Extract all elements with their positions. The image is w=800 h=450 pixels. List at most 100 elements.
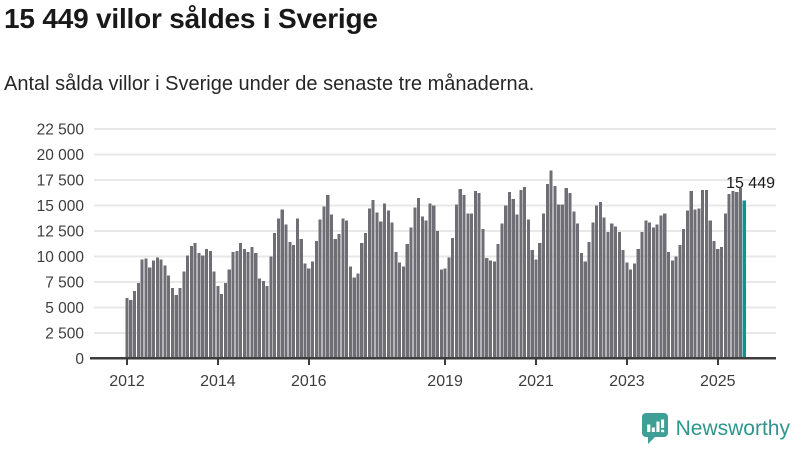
bar-month (133, 290, 137, 359)
bar-month (212, 271, 216, 359)
bar-month (329, 214, 334, 359)
y-axis-tick-label: 0 (75, 351, 84, 368)
bar-month (519, 190, 523, 359)
bar-month (178, 287, 182, 359)
bar-month (723, 213, 727, 359)
bar-month (473, 191, 477, 359)
bar-month (451, 237, 455, 359)
bar-month (602, 217, 606, 359)
bar-month (367, 208, 371, 359)
bar-month (670, 260, 674, 359)
bar-month (731, 191, 735, 359)
bar-month (420, 216, 424, 359)
bar-month (432, 205, 436, 359)
bar-month (511, 199, 515, 359)
bar-month (659, 215, 663, 359)
bar-month (246, 252, 250, 359)
bar-month (189, 246, 193, 359)
bar-month (341, 218, 345, 359)
bar-month (526, 219, 530, 359)
bar-month (701, 190, 705, 359)
y-axis-tick-label: 12 500 (37, 223, 85, 240)
y-axis-tick-label: 22 500 (37, 121, 85, 138)
bar-month (257, 278, 262, 359)
newsworthy-branding: Newsworthy (641, 413, 790, 444)
bar-month (534, 259, 538, 359)
bar-month (311, 261, 315, 359)
bar-month (375, 212, 379, 359)
bar-month (553, 185, 557, 359)
x-axis-tick-label: 2021 (518, 373, 554, 390)
bar-month (640, 231, 644, 359)
bar-month (151, 260, 156, 359)
bar-month (261, 280, 265, 359)
bar-month (591, 222, 595, 359)
bar-month (572, 211, 576, 359)
bar-month (712, 241, 716, 359)
y-axis-tick-label: 20 000 (37, 147, 85, 164)
bar-month (666, 252, 671, 359)
bar-month (579, 253, 583, 359)
bar-month (129, 300, 133, 359)
chart-subtitle: Antal sålda villor i Sverige under de se… (4, 73, 535, 95)
bar-month (689, 191, 693, 359)
x-axis-tick-label: 2014 (200, 373, 236, 390)
y-axis-tick-label: 5 000 (45, 300, 84, 317)
bar-month (564, 187, 568, 359)
bar-month (220, 294, 224, 359)
x-axis-tick-label: 2016 (291, 373, 327, 390)
newsworthy-logo-icon (641, 413, 668, 444)
bar-month (424, 220, 428, 359)
highlighted-bar-latest-month (742, 200, 746, 359)
bar-month (364, 232, 368, 359)
bar-month (295, 218, 299, 359)
bar-month (542, 213, 546, 359)
y-axis-tick-label: 17 500 (37, 172, 85, 189)
bar-month (201, 255, 205, 359)
bar-month (386, 210, 390, 359)
x-axis-tick-label: 2023 (609, 373, 645, 390)
bar-month (538, 243, 542, 359)
bar-month (390, 222, 394, 359)
bar-month (307, 268, 311, 359)
bar-month (447, 257, 451, 359)
bar-month (629, 269, 633, 359)
bar-month (595, 205, 599, 359)
x-axis-tick-label: 2025 (700, 373, 736, 390)
bar-month (651, 227, 655, 359)
bar-month (337, 233, 341, 359)
bar-month (140, 259, 144, 359)
bar-month (254, 253, 258, 359)
x-axis-tick-label: 2012 (109, 373, 145, 390)
bar-month (613, 226, 618, 359)
bar-month (401, 266, 405, 359)
bar-month (477, 193, 481, 359)
bar-month (496, 244, 500, 359)
bar-month (170, 287, 174, 359)
bar-month (545, 183, 549, 359)
bar-month (379, 221, 383, 359)
bar-month (239, 243, 243, 359)
bar-month (439, 269, 443, 359)
bar-month (587, 242, 591, 359)
bar-month (678, 245, 682, 359)
bar-month (636, 249, 640, 359)
bar-month (284, 224, 288, 359)
bar-month (632, 263, 637, 359)
bar-month (583, 261, 587, 359)
bar-month (708, 220, 712, 359)
bar-month (727, 194, 731, 359)
bar-month (648, 222, 652, 359)
y-axis-tick-label: 10 000 (37, 249, 85, 266)
bar-month (530, 250, 534, 359)
bar-month (663, 213, 667, 359)
bar-month (720, 247, 724, 359)
bar-month (504, 205, 508, 359)
bar-month (322, 206, 326, 359)
bar-month (697, 208, 701, 359)
chart-title: 15 449 villor såldes i Sverige (4, 3, 378, 34)
bar-month (489, 260, 493, 359)
bar-month (292, 245, 296, 359)
latest-value-label: 15 449 (726, 175, 775, 192)
bar-month (454, 204, 459, 359)
